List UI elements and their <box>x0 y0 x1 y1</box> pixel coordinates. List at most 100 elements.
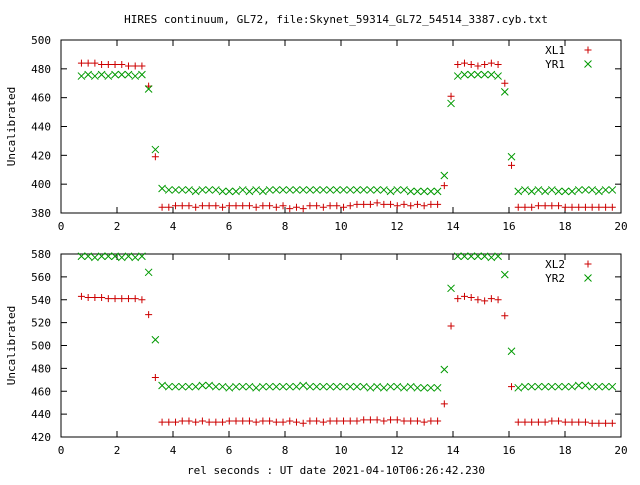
data-point <box>313 417 321 425</box>
data-point <box>487 253 496 262</box>
data-point <box>118 295 126 303</box>
data-point <box>467 252 476 261</box>
data-point <box>111 70 119 79</box>
data-point <box>232 382 240 391</box>
x-tick-label: 18 <box>558 220 571 233</box>
data-point <box>306 382 314 391</box>
data-point <box>494 72 502 80</box>
bottom-panel: 0 2 4 6 8 10 12 14 16 18 20 420 440 460 480 500 520 540 56… <box>5 248 628 457</box>
data-point <box>514 383 523 392</box>
data-point <box>131 253 140 262</box>
data-point <box>191 187 200 196</box>
data-point <box>104 61 112 69</box>
data-point <box>393 382 402 391</box>
data-point <box>460 252 469 261</box>
data-point <box>144 85 153 93</box>
data-point <box>521 186 529 194</box>
x-tick-label: 10 <box>334 220 347 233</box>
data-point <box>225 417 233 425</box>
data-point <box>286 417 294 425</box>
data-point <box>575 418 583 426</box>
data-point <box>259 202 267 210</box>
data-point <box>595 419 603 427</box>
data-point <box>292 418 300 426</box>
x-axis-label: rel seconds : UT date 2021-04-10T06:26:4… <box>187 464 485 477</box>
data-point <box>460 59 468 67</box>
data-point <box>413 200 421 208</box>
data-point <box>574 186 583 194</box>
data-point <box>239 417 247 425</box>
data-point <box>494 252 502 261</box>
data-point <box>312 186 321 194</box>
data-point <box>514 418 522 426</box>
data-point <box>595 203 603 211</box>
data-point <box>387 200 395 208</box>
data-point <box>198 381 207 390</box>
data-point <box>292 382 301 391</box>
data-point <box>198 417 206 425</box>
data-point <box>151 374 159 382</box>
data-point <box>232 187 240 196</box>
data-point <box>574 381 583 390</box>
data-point <box>433 383 442 392</box>
data-point <box>474 70 482 79</box>
data-point <box>292 203 300 211</box>
data-point <box>286 205 294 213</box>
data-point <box>353 382 361 391</box>
x-tick-label: 20 <box>614 220 627 233</box>
data-point <box>117 70 126 79</box>
x-tick-label: 0 <box>58 220 65 233</box>
data-point <box>145 311 153 319</box>
x-tick-label: 4 <box>170 220 177 233</box>
data-point <box>265 186 274 194</box>
data-point <box>245 202 253 210</box>
data-point <box>252 383 261 392</box>
data-point <box>487 59 495 67</box>
data-point <box>480 252 489 261</box>
y-tick-label: 440 <box>31 408 51 421</box>
data-point <box>124 295 132 303</box>
y-axis-label: Uncalibrated <box>5 306 18 385</box>
data-point <box>366 383 375 392</box>
y-tick-label: 460 <box>31 92 51 105</box>
data-point <box>171 186 180 194</box>
data-point <box>534 382 543 391</box>
data-point <box>138 252 146 261</box>
data-point <box>500 270 509 279</box>
y-tick-label: 420 <box>31 149 51 162</box>
top-panel: 0 2 4 6 8 10 12 14 16 18 20 380 400 420 440 460 480 500 Un… <box>5 34 628 233</box>
data-point <box>205 381 213 390</box>
data-point <box>393 202 401 210</box>
y-axis-label: Uncalibrated <box>5 87 18 166</box>
data-point <box>212 418 220 426</box>
data-point <box>259 417 267 425</box>
data-point <box>131 295 139 303</box>
data-point <box>158 418 166 426</box>
data-point <box>474 296 482 304</box>
data-point <box>219 418 227 426</box>
x-tick-label: 6 <box>226 220 233 233</box>
data-point <box>131 72 140 80</box>
data-point <box>198 186 207 194</box>
data-point <box>211 186 220 194</box>
data-point <box>555 202 563 210</box>
data-point <box>501 79 509 87</box>
data-point <box>346 382 355 391</box>
data-point <box>373 382 381 391</box>
x-tick-label: 10 <box>334 444 347 457</box>
data-point <box>500 88 509 96</box>
data-point <box>346 202 354 210</box>
data-point <box>581 418 589 426</box>
data-point <box>454 295 462 303</box>
data-point <box>77 59 85 67</box>
x-tick-label: 20 <box>614 444 627 457</box>
data-point <box>131 62 139 70</box>
data-point <box>440 182 448 190</box>
data-point <box>366 186 375 194</box>
data-point <box>144 268 153 277</box>
data-point <box>178 202 186 210</box>
figure-title: HIRES continuum, GL72, file:Skynet_59314… <box>124 13 548 26</box>
data-point <box>326 417 334 425</box>
data-point <box>547 382 556 391</box>
data-point <box>238 382 247 391</box>
